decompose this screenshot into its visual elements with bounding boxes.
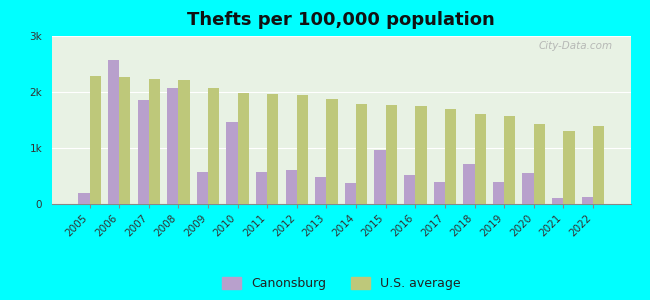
Bar bbox=[463, 164, 474, 204]
Bar bbox=[178, 80, 190, 204]
Bar bbox=[267, 94, 278, 204]
Bar bbox=[504, 116, 515, 204]
Bar bbox=[238, 93, 249, 204]
Bar bbox=[197, 172, 208, 204]
Bar bbox=[138, 100, 149, 204]
Bar bbox=[297, 95, 308, 204]
Bar bbox=[404, 175, 415, 204]
Bar bbox=[167, 88, 178, 204]
Bar bbox=[564, 130, 575, 204]
Bar bbox=[523, 173, 534, 204]
Bar bbox=[582, 197, 593, 204]
Bar bbox=[108, 59, 119, 204]
Bar bbox=[374, 150, 385, 204]
Bar bbox=[493, 182, 504, 204]
Bar bbox=[78, 193, 90, 204]
Bar bbox=[226, 122, 238, 204]
Bar bbox=[326, 99, 338, 204]
Bar bbox=[356, 104, 367, 204]
Bar bbox=[149, 79, 160, 204]
Bar bbox=[552, 198, 564, 204]
Bar bbox=[415, 106, 426, 204]
Bar bbox=[208, 88, 219, 204]
Legend: Canonsburg, U.S. average: Canonsburg, U.S. average bbox=[217, 272, 465, 295]
Bar bbox=[534, 124, 545, 204]
Bar bbox=[474, 114, 486, 204]
Bar bbox=[315, 177, 326, 204]
Bar bbox=[385, 105, 397, 204]
Bar bbox=[593, 126, 605, 204]
Text: City-Data.com: City-Data.com bbox=[539, 41, 613, 51]
Bar bbox=[119, 77, 131, 204]
Bar bbox=[344, 183, 356, 204]
Bar bbox=[445, 109, 456, 204]
Title: Thefts per 100,000 population: Thefts per 100,000 population bbox=[187, 11, 495, 29]
Bar bbox=[434, 182, 445, 204]
Bar bbox=[90, 76, 101, 204]
Bar bbox=[285, 170, 297, 204]
Bar bbox=[256, 172, 267, 204]
